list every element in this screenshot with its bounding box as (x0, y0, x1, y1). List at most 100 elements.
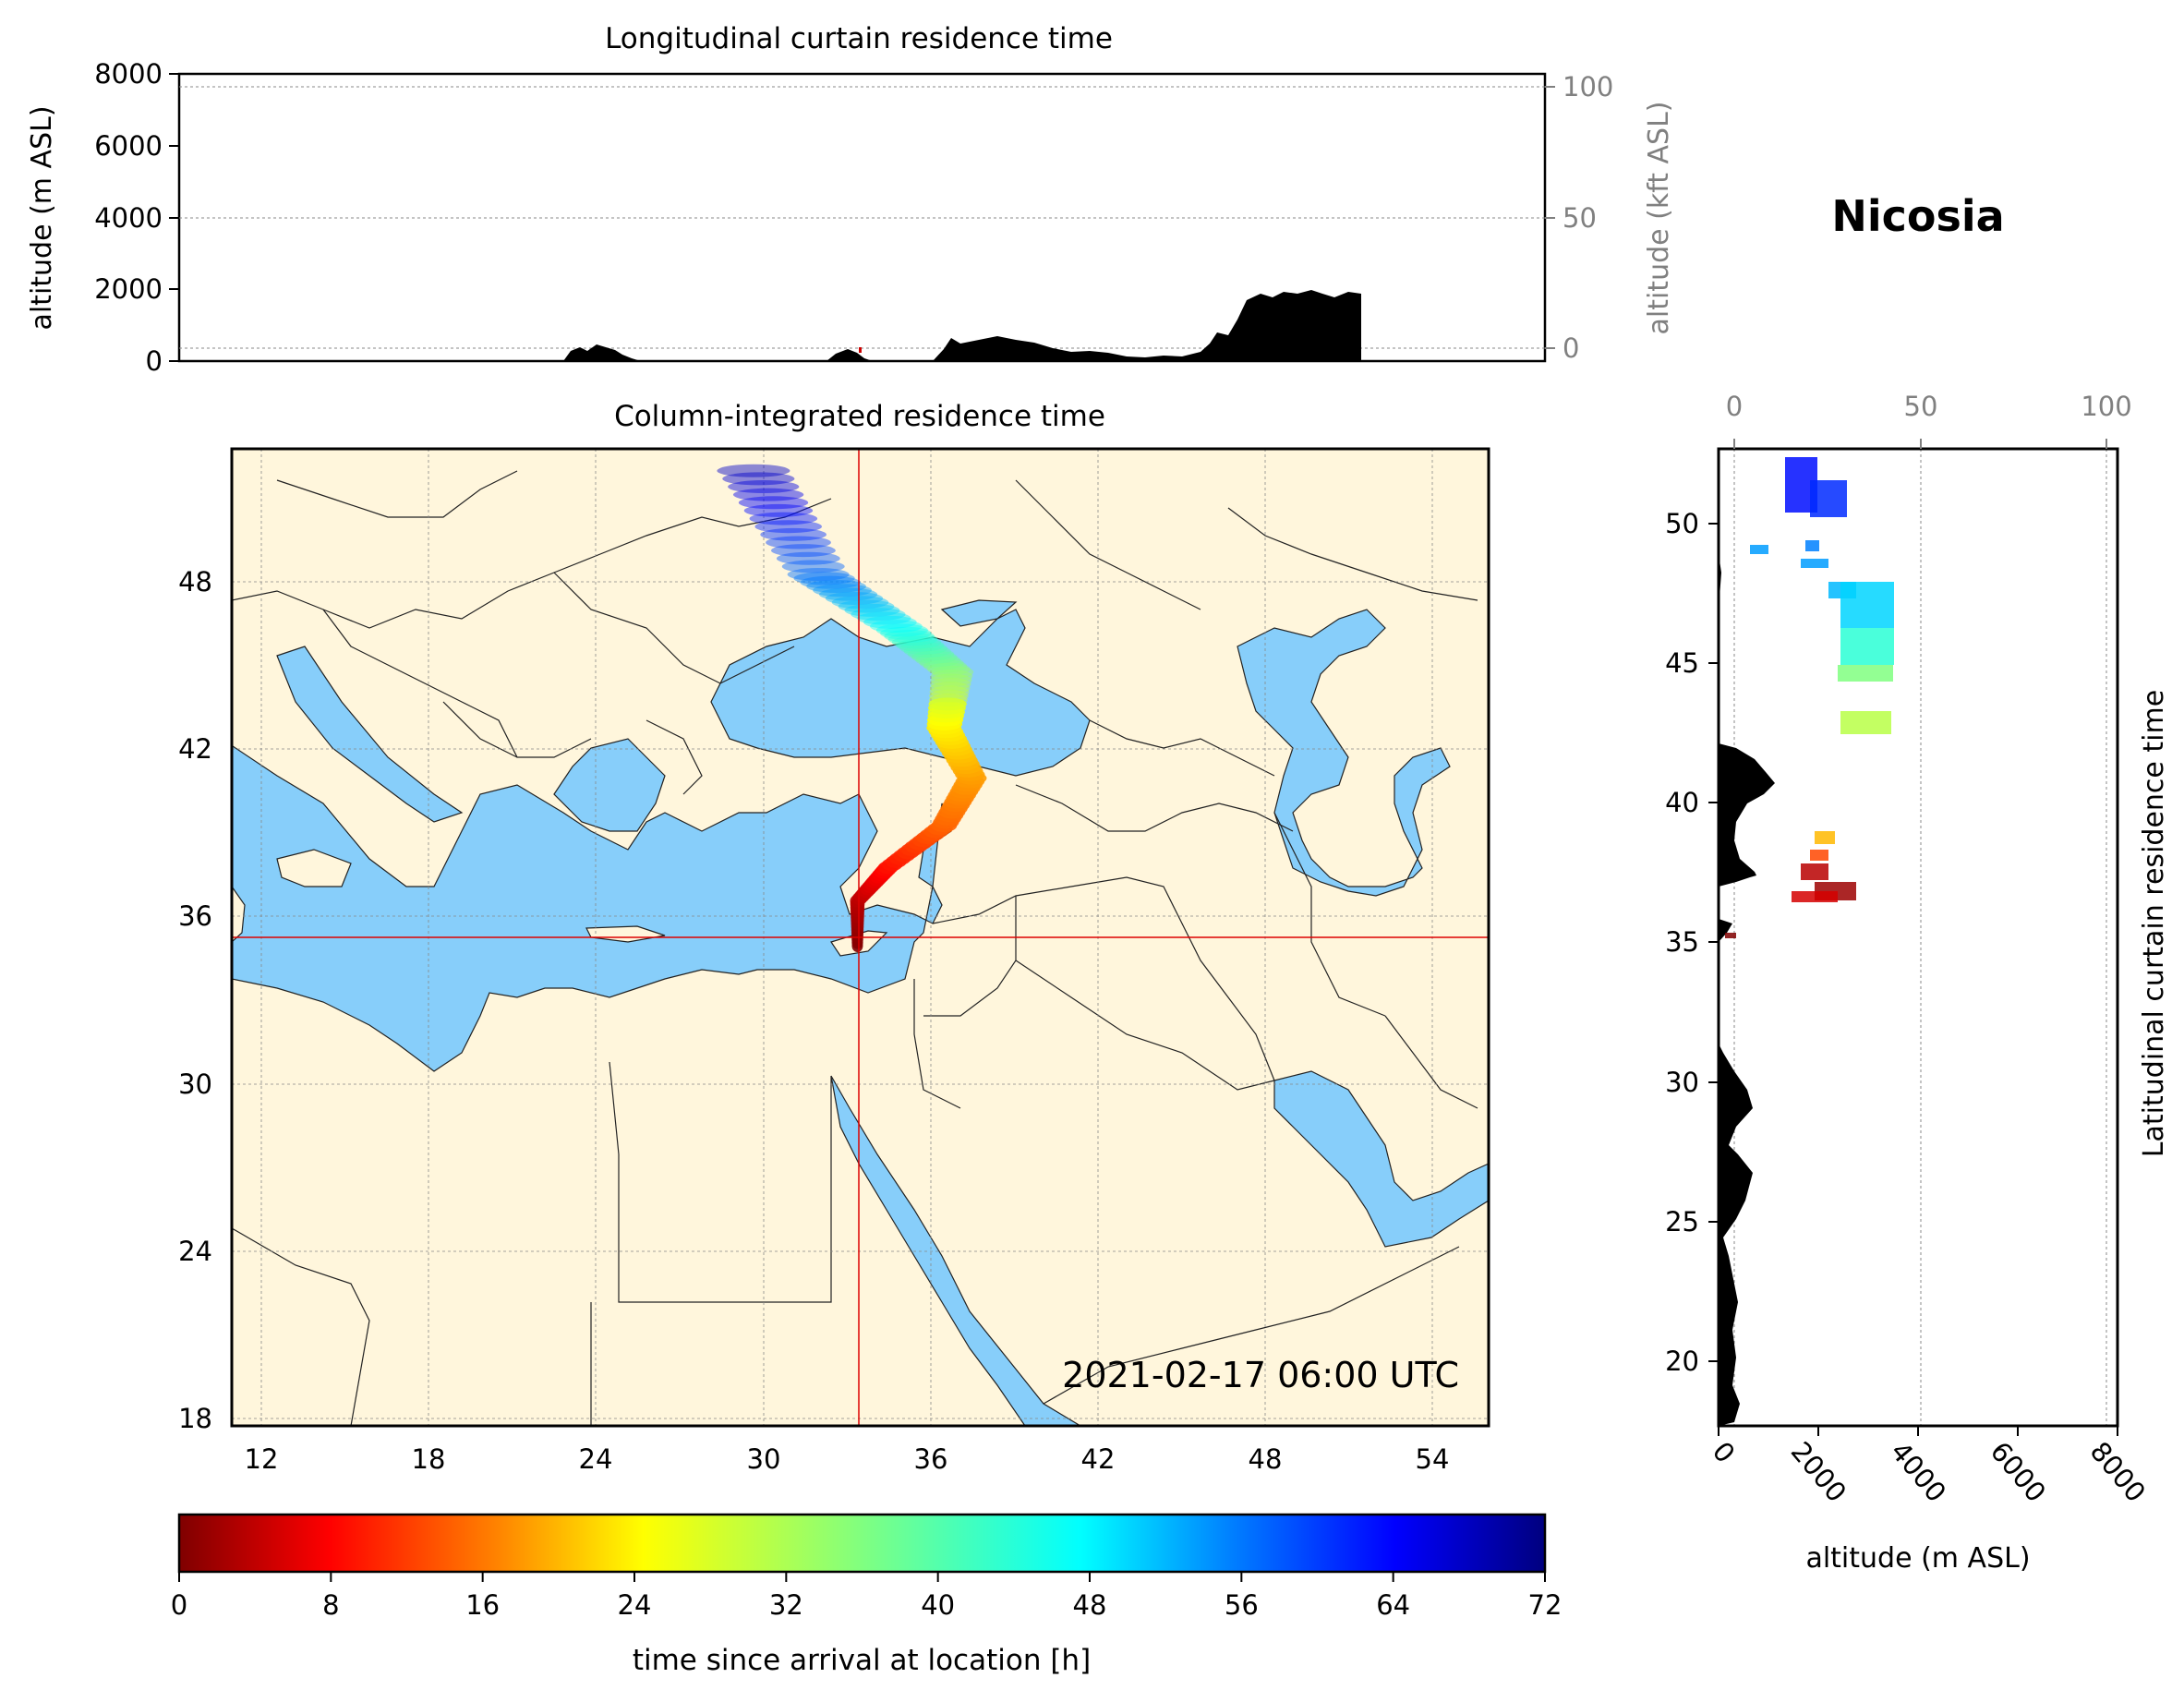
plume-segment (743, 503, 814, 517)
top-panel-terrain (563, 290, 1361, 361)
map-ytick-36: 36 (178, 900, 212, 932)
map-xtick-42: 42 (1081, 1443, 1116, 1475)
side-residence-bar (1840, 582, 1894, 628)
plume-segment (800, 575, 861, 589)
plume-segment (875, 623, 928, 637)
plume-segment (722, 472, 795, 486)
top-ylabel-left: altitude (m ASL) (26, 105, 58, 330)
residence-time-plume (717, 464, 987, 953)
plume-segment (776, 551, 840, 565)
mediterranean-sea (232, 744, 952, 1072)
side-ytick-40: 40 (1665, 787, 1699, 818)
colorbar-tick-label: 48 (1073, 1589, 1107, 1621)
side-xlabel: altitude (m ASL) (1805, 1542, 2030, 1575)
persian-gulf (1273, 1070, 1489, 1248)
plume-segment (927, 662, 971, 676)
side-residence-bar (1810, 850, 1828, 861)
top-ytick-right-50: 50 (1563, 202, 1597, 234)
plume-segment (930, 677, 971, 691)
plume-segment (771, 544, 836, 558)
map-panel: Column-integrated residence time (178, 400, 1490, 1475)
plume-segment (717, 464, 790, 477)
adriatic-sea (276, 646, 464, 823)
plume-segment (869, 620, 923, 634)
map-xtick-12: 12 (245, 1443, 279, 1475)
side-residence-bar (1725, 933, 1736, 938)
side-ytick-35: 35 (1665, 926, 1699, 958)
plume-segment (929, 682, 971, 695)
colorbar-gradient (177, 1513, 1547, 1574)
plume-segment (851, 608, 906, 622)
side-xtick-0: 0 (1707, 1436, 1742, 1469)
map-panel-title: Column-integrated residence time (614, 400, 1105, 433)
colorbar-tick-label: 24 (618, 1589, 652, 1621)
top-ytick-6000: 6000 (94, 130, 163, 162)
plume-segment (887, 633, 938, 646)
plume-segment (831, 596, 889, 610)
plume-segment (930, 673, 972, 687)
map-ytick-48: 48 (178, 566, 212, 598)
plume-segment (899, 641, 948, 655)
side-ytick-20: 20 (1665, 1346, 1699, 1377)
plume-segment (825, 591, 884, 605)
top-ytick-right-100: 100 (1563, 71, 1613, 103)
colorbar: 0 8 16 24 32 40 48 56 64 72 time since arrival at… (171, 1513, 1562, 1677)
map-xtick-54: 54 (1416, 1443, 1450, 1475)
plume-segment (732, 488, 804, 501)
plume-segment (931, 665, 974, 679)
plume-segment (863, 615, 917, 629)
map-ytick-24: 24 (178, 1236, 212, 1267)
top-panel-right-ticks: 0 50 100 (1545, 71, 1613, 364)
plume-segment (880, 626, 932, 640)
top-ytick-4000: 4000 (94, 202, 163, 234)
plume-segment (907, 647, 955, 661)
top-ytick-8000: 8000 (94, 58, 163, 90)
latitudinal-curtain-panel: 20 25 30 35 40 45 50 0 50 100 0 2000 400… (1665, 391, 2170, 1575)
plume-segment (923, 659, 968, 673)
side-panel-residence (1725, 457, 1894, 938)
side-ylabel-right: Latitudinal curtain residence time (2138, 690, 2170, 1157)
red-sea (830, 1075, 1082, 1426)
plume-segment (838, 599, 895, 613)
black-sea (710, 609, 1091, 777)
side-residence-bar (1801, 863, 1828, 880)
side-residence-bar (1840, 711, 1891, 734)
plume-segment (928, 694, 968, 707)
plume-segment (929, 689, 969, 703)
side-residence-bar (1838, 665, 1893, 682)
plume-segment (793, 572, 855, 585)
side-ytick-30: 30 (1665, 1067, 1699, 1098)
colorbar-tick-label: 0 (171, 1589, 187, 1621)
colorbar-tick-label: 40 (921, 1589, 955, 1621)
plume-segment (891, 635, 941, 649)
plume-segment (857, 611, 911, 625)
side-ytick-25: 25 (1665, 1206, 1699, 1237)
colorbar-tick-label: 64 (1376, 1589, 1410, 1621)
map-ytick-18: 18 (178, 1403, 212, 1434)
top-panel-left-ticks: 0 2000 4000 6000 8000 (94, 58, 179, 377)
map-ytick-42: 42 (178, 733, 212, 765)
side-residence-bar (1810, 480, 1847, 517)
plume-segment (813, 584, 872, 598)
plume-segment (919, 657, 964, 670)
plume-segment (911, 650, 958, 664)
plume-segment (819, 587, 878, 601)
side-xticks-bottom: 0 2000 4000 6000 8000 (1707, 1426, 2152, 1508)
plume-segment (766, 536, 831, 549)
longitudinal-curtain-panel: Longitudinal curtain residence time 0 20… (26, 22, 1675, 377)
top-ytick-right-0: 0 (1563, 332, 1579, 364)
map-xtick-36: 36 (914, 1443, 948, 1475)
plume-segment (760, 527, 827, 541)
colorbar-ticks: 0 8 16 24 32 40 48 56 64 72 (171, 1572, 1562, 1621)
station-title: Nicosia (1831, 191, 2004, 241)
plume-segment (738, 496, 809, 510)
top-ylabel-right: altitude (kft ASL) (1643, 101, 1675, 334)
colorbar-tick-label: 32 (769, 1589, 803, 1621)
side-xtick-top-50: 50 (1904, 391, 1938, 422)
plume-segment (896, 638, 945, 652)
side-xtick-top-100: 100 (2081, 391, 2131, 422)
side-xtick-4000: 4000 (1885, 1436, 1952, 1508)
map-xtick-18: 18 (412, 1443, 446, 1475)
side-residence-bar (1801, 559, 1828, 568)
